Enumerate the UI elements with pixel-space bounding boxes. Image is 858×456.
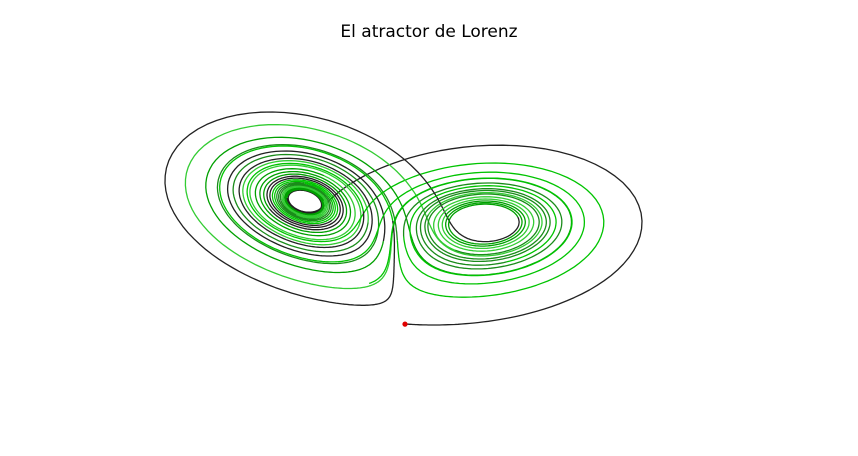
trajectory-segment — [444, 200, 526, 247]
start-marker-group — [402, 321, 408, 327]
trajectory-segment — [216, 143, 398, 265]
trajectory-segment — [184, 123, 543, 290]
trajectory-segment — [164, 111, 520, 306]
trajectory-segment — [433, 196, 535, 252]
trajectory-group — [164, 111, 643, 326]
trajectory-segment — [402, 182, 563, 270]
start-point — [402, 321, 408, 327]
trajectory-segment — [281, 185, 329, 219]
trajectory-segment — [226, 150, 386, 257]
trajectory-segment — [242, 160, 369, 246]
chart-title: El atractor de Lorenz — [340, 22, 518, 42]
trajectory-segment — [246, 162, 605, 298]
trajectory-segment — [266, 175, 344, 231]
trajectory-segment — [271, 179, 339, 225]
trajectory-segment — [284, 187, 325, 216]
trajectory-segment — [254, 168, 352, 237]
trajectory-segment — [368, 177, 573, 285]
trajectory-segment — [286, 144, 643, 326]
trajectory-segment — [276, 181, 332, 222]
trajectory-segment — [419, 189, 547, 266]
trajectory-segment — [219, 145, 586, 285]
